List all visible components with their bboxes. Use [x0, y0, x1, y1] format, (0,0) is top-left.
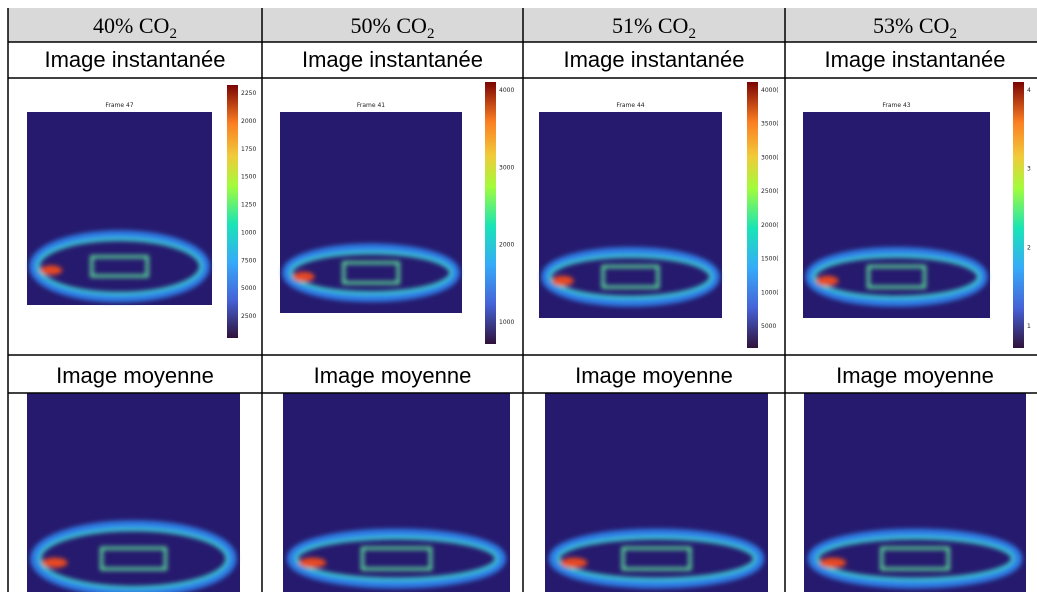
flame-ring: [287, 528, 506, 589]
instant-label: Image instantanée: [563, 47, 744, 72]
flame-glow: [282, 243, 460, 302]
colorbar-label: 2000(: [761, 222, 779, 229]
flame-glow: [548, 528, 765, 589]
colorbar-label: 3000(: [761, 154, 779, 161]
flame-ring: [295, 536, 498, 581]
flame-glow: [29, 230, 210, 303]
flame-ring: [807, 528, 1023, 589]
flame-glow: [805, 247, 988, 307]
flame-hot: [292, 271, 315, 282]
frame-title: Frame 44: [616, 102, 644, 109]
flame-ring: [36, 237, 203, 295]
mean-label: Image moyenne: [56, 363, 214, 388]
colorbar-label: 1250: [241, 202, 256, 209]
colorbar-label: 3000: [499, 164, 514, 171]
flame-ring: [548, 254, 713, 299]
colorbar-label: 1000(: [761, 289, 779, 296]
colorbar: [1013, 82, 1024, 348]
colorbar-label: 4000(: [761, 87, 779, 94]
flame-hot: [819, 557, 847, 568]
flame-ring: [38, 528, 229, 590]
header-cell: 51% CO2: [612, 13, 696, 42]
header-cell: 53% CO2: [873, 13, 957, 42]
flame-hot: [816, 275, 839, 287]
flame-hot: [551, 275, 574, 287]
instant-label: Image instantanée: [44, 47, 225, 72]
colorbar-label: 2: [1027, 244, 1031, 251]
mean-label: Image moyenne: [314, 363, 472, 388]
flame-hot: [39, 265, 63, 276]
flame-core: [866, 265, 927, 289]
frame-title: Frame 41: [357, 102, 385, 109]
colorbar-label: 1000: [499, 319, 514, 326]
header-sub: 2: [169, 26, 177, 42]
flame-ring: [815, 536, 1015, 581]
colorbar: [227, 85, 238, 338]
flame-hot: [560, 557, 588, 568]
flame-ring: [556, 536, 757, 581]
flame-glow: [807, 528, 1023, 589]
colorbar-label: 4: [1027, 87, 1031, 94]
colorbar-label: 2500: [241, 313, 256, 320]
flame-core: [621, 546, 692, 571]
header-text: 53% CO: [873, 13, 949, 38]
colorbar-label: 3500(: [761, 121, 779, 128]
header-sub: 2: [427, 26, 435, 42]
flame-core: [100, 546, 167, 571]
header-text: 51% CO: [612, 13, 688, 38]
instant-label: Image instantanée: [824, 47, 1005, 72]
colorbar-label: 1500(: [761, 256, 779, 263]
flame-core: [601, 265, 660, 289]
header-cell: 40% CO2: [93, 13, 177, 42]
instant-label: Image instantanée: [302, 47, 483, 72]
flame-core: [90, 255, 149, 278]
colorbar-label: 1000: [241, 229, 256, 236]
header-text: 40% CO: [93, 13, 169, 38]
colorbar-label: 2000: [499, 242, 514, 249]
colorbar-label: 7500: [241, 257, 256, 264]
colorbar-label: 1750: [241, 146, 256, 153]
header-text: 50% CO: [351, 13, 427, 38]
colorbar-label: 3: [1027, 166, 1031, 173]
colorbar-label: 1500: [241, 174, 256, 181]
colorbar: [485, 82, 496, 344]
header-sub: 2: [688, 26, 696, 42]
colorbar-label: 2000: [241, 118, 256, 125]
header-sub: 2: [949, 26, 957, 42]
flame-ring: [812, 254, 981, 299]
flame-hot: [298, 557, 327, 568]
header-cell: 50% CO2: [351, 13, 435, 42]
flame-ring: [289, 251, 453, 295]
flame-ring: [541, 247, 720, 307]
flame-ring: [282, 243, 460, 302]
frame-title: Frame 47: [105, 102, 133, 109]
mean-label: Image moyenne: [575, 363, 733, 388]
flame-core: [880, 546, 950, 571]
colorbar-label: 5000: [761, 323, 776, 330]
colorbar-label: 4000: [499, 87, 514, 94]
flame-core: [342, 261, 400, 285]
colorbar-label: 1: [1027, 323, 1031, 330]
colorbar: [747, 82, 758, 348]
flame-ring: [805, 247, 988, 307]
flame-ring: [29, 230, 210, 303]
colorbar-label: 5000: [241, 285, 256, 292]
flame-core: [360, 546, 433, 571]
flame-ring: [548, 528, 765, 589]
flame-glow: [287, 528, 506, 589]
colorbar-label: 2250: [241, 90, 256, 97]
flame-hot: [41, 557, 68, 568]
flame-glow: [541, 247, 720, 307]
frame-title: Frame 43: [882, 102, 910, 109]
colorbar-label: 2500(: [761, 188, 779, 195]
mean-label: Image moyenne: [836, 363, 994, 388]
